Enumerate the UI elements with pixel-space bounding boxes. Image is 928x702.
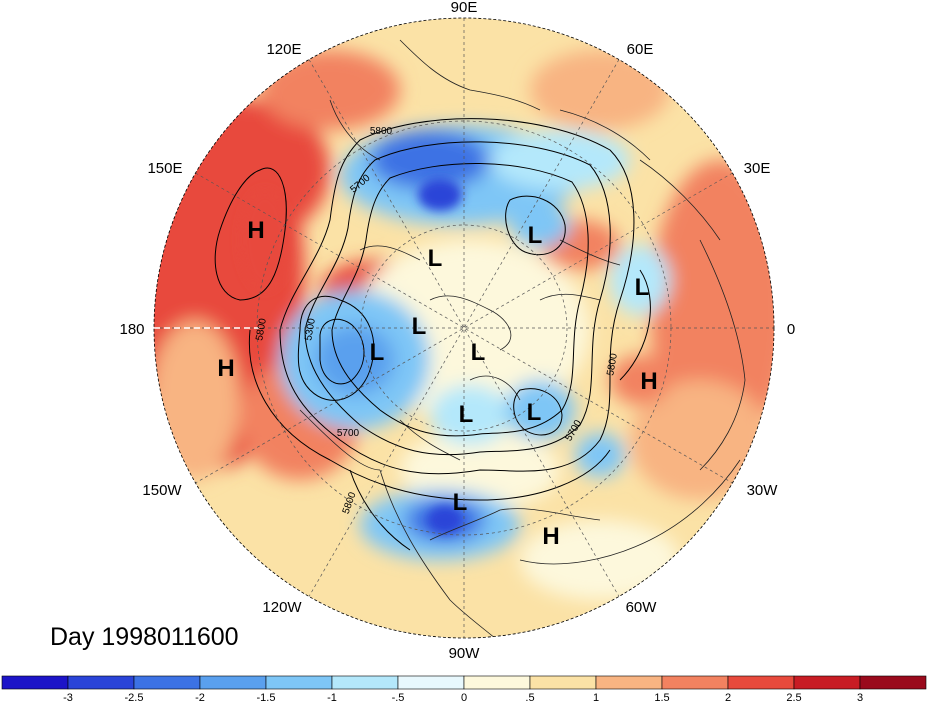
high-pressure-marker: H: [247, 217, 264, 244]
colorbar-swatch: [133, 675, 201, 690]
colorbar-swatch: [661, 675, 729, 690]
colorbar-tick-label: 1.5: [654, 692, 669, 702]
lon-label-120w: 120W: [262, 599, 302, 616]
colorbar-tick-label: 2: [725, 692, 731, 702]
contour-label: 5300: [303, 317, 318, 341]
lon-label-30w: 30W: [747, 482, 779, 499]
colorbar-tick-label: 3: [857, 692, 863, 702]
contour-label: 5800: [254, 317, 269, 341]
colorbar-swatch: [397, 675, 465, 690]
low-pressure-marker: L: [471, 339, 486, 366]
lon-label-150e: 150E: [147, 160, 182, 177]
colorbar-tick-label: 2.5: [786, 692, 801, 702]
colorbar-swatch: [199, 675, 267, 690]
contour-label: 5800: [370, 126, 393, 137]
colorbar: -3 -2.5 -2 -1.5 -1 -.5 0 .5 1 1.5 2 2.5 3: [1, 675, 927, 702]
low-pressure-marker: L: [453, 489, 468, 516]
low-pressure-marker: L: [428, 245, 443, 272]
contour-label: 5800: [605, 352, 620, 376]
colorbar-tick-label: -2.5: [125, 692, 144, 702]
anomaly-field: [154, 18, 774, 638]
low-pressure-marker: L: [635, 274, 650, 301]
lon-label-30e: 30E: [744, 160, 771, 177]
low-pressure-marker: L: [412, 313, 427, 340]
high-pressure-marker: H: [217, 355, 234, 382]
contour-label: 5700: [337, 428, 360, 439]
lon-label-120e: 120E: [266, 41, 301, 58]
colorbar-tick-label: .5: [525, 692, 534, 702]
lon-label-90w: 90W: [449, 645, 481, 662]
lon-label-60e: 60E: [627, 41, 654, 58]
colorbar-tick-label: -.5: [392, 692, 405, 702]
colorbar-swatch: [529, 675, 597, 690]
colorbar-swatch: [463, 675, 531, 690]
colorbar-tick-label: -1: [327, 692, 337, 702]
pressure-centers: H H H H L L L L L L L L L: [217, 217, 657, 550]
colorbar-swatch: [67, 675, 135, 690]
lon-label-150w: 150W: [142, 482, 182, 499]
lon-label-60w: 60W: [626, 599, 658, 616]
colorbar-tick-label: 0: [461, 692, 467, 702]
low-pressure-marker: L: [459, 401, 474, 428]
day-label: Day 1998011600: [50, 623, 239, 651]
colorbar-swatch: [331, 675, 399, 690]
low-pressure-marker: L: [370, 339, 385, 366]
colorbar-tick-label: -2: [195, 692, 205, 702]
colorbar-tick-label: -3: [63, 692, 73, 702]
colorbar-tick-label: 1: [593, 692, 599, 702]
low-pressure-marker: L: [527, 399, 542, 426]
colorbar-swatch: [859, 675, 927, 690]
colorbar-swatch: [727, 675, 795, 690]
lon-label-0: 0: [787, 321, 795, 338]
colorbar-swatch: [595, 675, 663, 690]
colorbar-swatch: [793, 675, 861, 690]
high-pressure-marker: H: [542, 523, 559, 550]
colorbar-swatch: [265, 675, 333, 690]
high-pressure-marker: H: [640, 368, 657, 395]
lon-label-90e: 90E: [451, 0, 478, 16]
map-boundary: [153, 17, 775, 639]
lon-label-180: 180: [119, 321, 144, 338]
height-contours: [214, 118, 651, 551]
colorbar-tick-label: -1.5: [257, 692, 276, 702]
coastlines: [299, 39, 746, 638]
colorbar-swatch: [1, 675, 69, 690]
low-pressure-marker: L: [528, 222, 543, 249]
longitude-labels: 90E 60E 30E 0 30W 60W 90W 120W 150W 180 …: [119, 0, 795, 662]
